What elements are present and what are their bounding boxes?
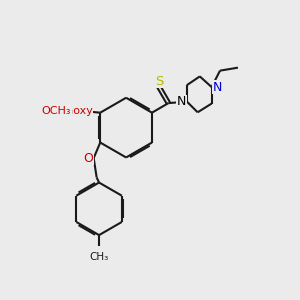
Text: methoxy: methoxy <box>44 106 93 116</box>
Text: S: S <box>155 75 163 88</box>
Text: O: O <box>83 152 93 165</box>
Text: N: N <box>212 81 222 94</box>
Text: OCH₃: OCH₃ <box>42 106 71 116</box>
Text: CH₃: CH₃ <box>89 252 109 262</box>
Text: N: N <box>177 95 186 108</box>
